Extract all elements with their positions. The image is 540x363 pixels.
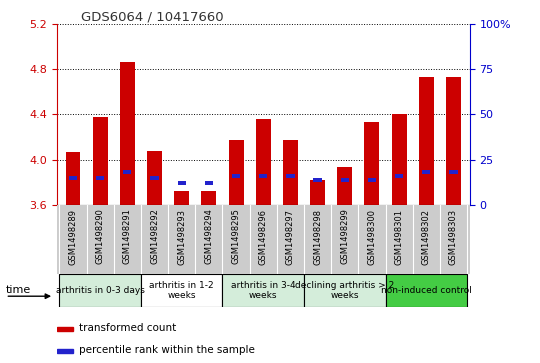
Bar — [446, 77, 461, 205]
Bar — [96, 176, 104, 180]
Text: GSM1498301: GSM1498301 — [395, 208, 403, 265]
Bar — [59, 274, 141, 307]
Text: time: time — [5, 285, 31, 295]
Text: GSM1498296: GSM1498296 — [259, 208, 268, 265]
Bar — [123, 170, 131, 175]
Bar — [141, 274, 222, 307]
Text: GSM1498292: GSM1498292 — [150, 208, 159, 264]
Bar — [392, 114, 407, 205]
Bar — [65, 152, 80, 205]
Bar — [422, 170, 430, 175]
Bar — [69, 176, 77, 180]
Text: percentile rank within the sample: percentile rank within the sample — [79, 345, 255, 355]
Bar — [178, 181, 186, 185]
Text: GSM1498293: GSM1498293 — [177, 208, 186, 265]
Text: GSM1498303: GSM1498303 — [449, 208, 458, 265]
Bar — [338, 167, 352, 205]
Bar — [57, 348, 73, 353]
Bar — [368, 178, 376, 182]
Bar — [228, 140, 244, 205]
Text: transformed count: transformed count — [79, 323, 177, 333]
Bar — [57, 327, 73, 331]
Bar — [364, 122, 380, 205]
Text: GDS6064 / 10417660: GDS6064 / 10417660 — [81, 11, 224, 24]
Bar — [205, 181, 213, 185]
Text: GSM1498294: GSM1498294 — [205, 208, 213, 264]
Text: arthritis in 1-2
weeks: arthritis in 1-2 weeks — [150, 281, 214, 300]
Text: arthritis in 3-4
weeks: arthritis in 3-4 weeks — [231, 281, 295, 300]
Bar — [93, 117, 107, 205]
Text: GSM1498295: GSM1498295 — [232, 208, 241, 264]
Text: GSM1498300: GSM1498300 — [367, 208, 376, 265]
Text: GSM1498291: GSM1498291 — [123, 208, 132, 264]
Bar — [283, 140, 298, 205]
Bar — [341, 178, 349, 182]
Text: GSM1498297: GSM1498297 — [286, 208, 295, 265]
Bar — [120, 62, 135, 205]
Bar — [386, 274, 467, 307]
Text: GSM1498302: GSM1498302 — [422, 208, 431, 265]
Bar — [256, 119, 271, 205]
Bar — [222, 274, 304, 307]
Bar — [232, 174, 240, 178]
Text: GSM1498290: GSM1498290 — [96, 208, 105, 264]
Text: GSM1498298: GSM1498298 — [313, 208, 322, 265]
Bar — [259, 174, 267, 178]
Text: GSM1498299: GSM1498299 — [340, 208, 349, 264]
Bar — [201, 192, 217, 205]
Bar — [286, 174, 294, 178]
Bar — [395, 174, 403, 178]
Bar — [314, 178, 322, 182]
Bar — [310, 180, 325, 205]
Bar — [151, 176, 159, 180]
Bar — [449, 170, 457, 175]
Text: non-induced control: non-induced control — [381, 286, 472, 295]
Bar — [304, 274, 386, 307]
Bar — [419, 77, 434, 205]
Text: GSM1498289: GSM1498289 — [69, 208, 78, 265]
Text: declining arthritis > 2
weeks: declining arthritis > 2 weeks — [295, 281, 394, 300]
Bar — [174, 192, 189, 205]
Text: arthritis in 0-3 days: arthritis in 0-3 days — [56, 286, 145, 295]
Bar — [147, 151, 162, 205]
